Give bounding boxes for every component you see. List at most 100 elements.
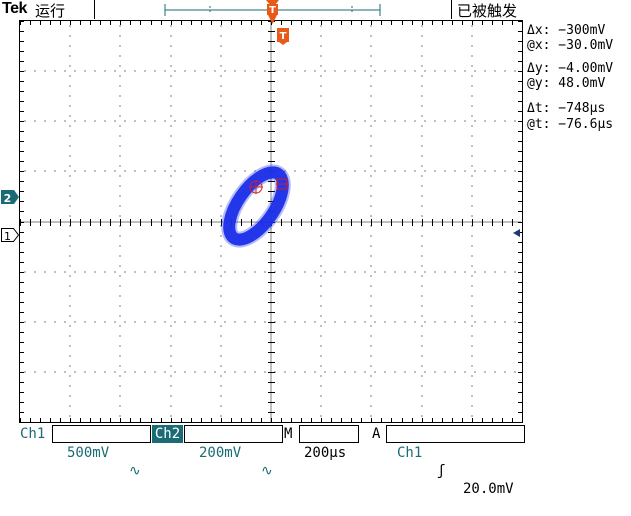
- grid-dot: [514, 271, 516, 273]
- grid-dot: [69, 115, 71, 117]
- grid-dot: [270, 72, 272, 74]
- grid-dot: [334, 120, 336, 122]
- grid-dot: [294, 170, 296, 172]
- grid-dot: [134, 271, 136, 273]
- grid-dot: [434, 321, 436, 323]
- trigger-status: 已被触发: [457, 2, 518, 20]
- grid-dot: [270, 284, 272, 286]
- grid-dot: [220, 315, 222, 317]
- grid-dot: [404, 371, 406, 373]
- grid-dot: [154, 371, 156, 373]
- grid-dot: [270, 230, 272, 232]
- grid-dot: [417, 221, 419, 223]
- trigger-t-icon[interactable]: T: [266, 0, 279, 24]
- grid-dot: [324, 170, 326, 172]
- grid-dot: [119, 95, 121, 97]
- grid-dot: [289, 221, 291, 223]
- channel-2-marker[interactable]: 2: [1, 190, 19, 205]
- grid-dot: [370, 345, 372, 347]
- cursor-1[interactable]: [249, 180, 263, 194]
- grid-dot: [354, 120, 356, 122]
- ch1-scale-box[interactable]: 500mV ∿: [52, 425, 151, 479]
- grid-dot: [471, 85, 473, 87]
- grid-dot: [174, 120, 176, 122]
- grid-dot: [270, 32, 272, 34]
- grid-dot: [324, 321, 326, 323]
- grid-dot: [69, 25, 71, 27]
- grid-dot: [364, 170, 366, 172]
- grid-dot: [270, 310, 272, 312]
- ch1-scale: 500mV: [67, 445, 110, 461]
- grid-dot: [69, 295, 71, 297]
- ch1-label[interactable]: Ch1: [20, 426, 46, 442]
- grid-dot: [421, 125, 423, 127]
- grid-dot: [270, 360, 272, 362]
- grid-dot: [124, 271, 126, 273]
- grid-dot: [270, 76, 272, 78]
- grid-dot: [170, 85, 172, 87]
- grid-dot: [170, 315, 172, 317]
- grid-dot: [220, 85, 222, 87]
- grid-dot: [270, 344, 272, 346]
- grid-dot: [270, 260, 272, 262]
- grid-dot: [421, 165, 423, 167]
- grid-dot: [334, 321, 336, 323]
- at-t-readout: @t: −76.6µs: [527, 117, 614, 132]
- grid-dot: [170, 195, 172, 197]
- ch2-label[interactable]: Ch2: [152, 425, 183, 443]
- grid-dot: [370, 25, 372, 27]
- grid-dot: [135, 221, 137, 223]
- grid-dot: [484, 371, 486, 373]
- grid-dot: [270, 56, 272, 58]
- grid-dot: [64, 70, 66, 72]
- grid-dot: [471, 405, 473, 407]
- grid-dot: [309, 221, 311, 223]
- trigger-position-icon[interactable]: T: [277, 28, 289, 45]
- grid-dot: [224, 321, 226, 323]
- grid-dot: [270, 154, 272, 156]
- grid-dot: [220, 155, 222, 157]
- grid-dot: [421, 405, 423, 407]
- arrow-left-icon[interactable]: [513, 229, 520, 237]
- grid-dot: [364, 271, 366, 273]
- grid-dot: [154, 170, 156, 172]
- grid-dot: [320, 305, 322, 307]
- grid-dot: [327, 221, 329, 223]
- grid-dot: [220, 325, 222, 327]
- grid-dot: [270, 228, 272, 230]
- grid-dot: [134, 170, 136, 172]
- grid-dot: [44, 70, 46, 72]
- grid-dot: [114, 321, 116, 323]
- grid-dot: [377, 221, 379, 223]
- grid-dot: [214, 271, 216, 273]
- grid-dot: [194, 170, 196, 172]
- ch2-scale-box[interactable]: 200mV ∿: [184, 425, 283, 479]
- trigger-level: 20.0mV: [463, 481, 514, 497]
- grid-dot: [320, 415, 322, 417]
- grid-dot: [421, 95, 423, 97]
- timebase-box[interactable]: 200µs: [299, 425, 359, 461]
- channel-1-marker[interactable]: 1: [1, 228, 20, 244]
- grid-dot: [313, 221, 315, 223]
- grid-dot: [264, 271, 266, 273]
- grid-dot: [270, 88, 272, 90]
- grid-dot: [471, 75, 473, 77]
- trigger-box[interactable]: Ch1 ʃ 20.0mV: [386, 425, 525, 497]
- grid-dot: [47, 221, 49, 223]
- grid-dot: [170, 265, 172, 267]
- cursor-2[interactable]: [276, 178, 288, 190]
- grid-dot: [421, 345, 423, 347]
- grid-dot: [484, 271, 486, 273]
- grid-dot: [170, 205, 172, 207]
- grid-dot: [320, 25, 322, 27]
- grid-dot: [170, 385, 172, 387]
- grid-dot: [489, 221, 491, 223]
- grid-dot: [374, 271, 376, 273]
- grid-dot: [471, 265, 473, 267]
- grid-dot: [69, 135, 71, 137]
- at-y-readout: @y: 48.0mV: [527, 76, 606, 91]
- grid-dot: [220, 415, 222, 417]
- grid-dot: [83, 221, 85, 223]
- grid-dot: [105, 221, 107, 223]
- grid-dot: [54, 170, 56, 172]
